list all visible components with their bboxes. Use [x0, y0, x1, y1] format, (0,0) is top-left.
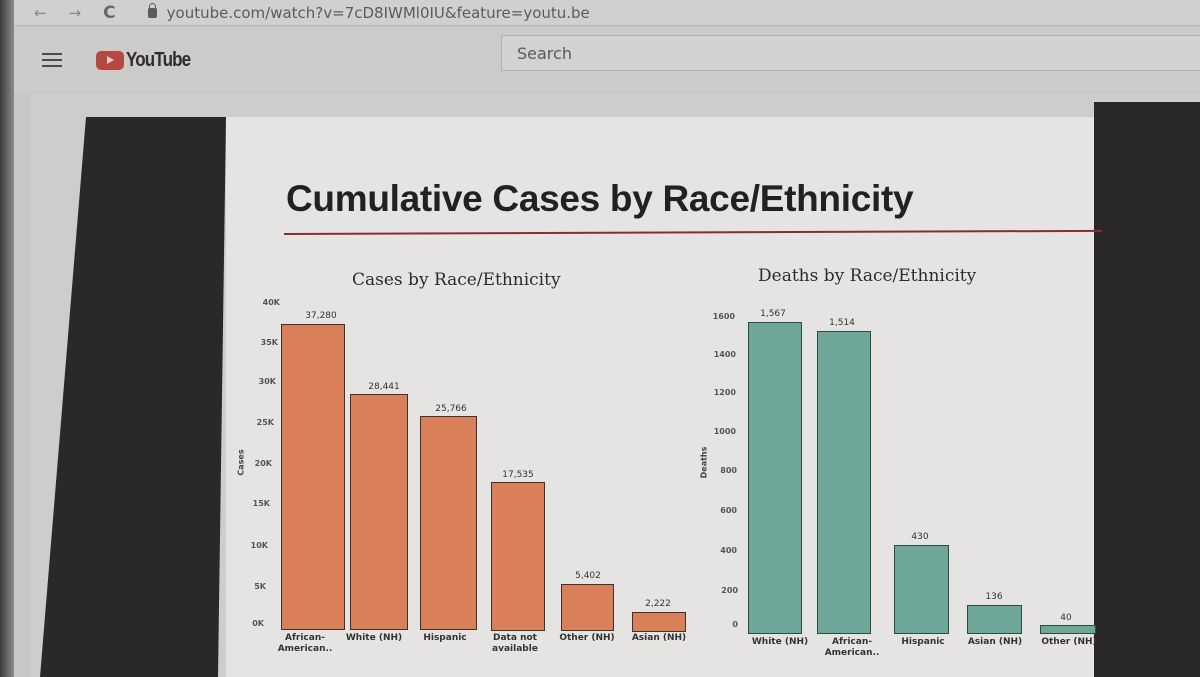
bar-other	[1040, 625, 1096, 634]
y-tick: 35K	[260, 338, 278, 347]
lock-icon	[147, 2, 157, 18]
category-label: African-American..	[824, 637, 880, 658]
bar-asian	[967, 605, 1022, 634]
y-tick: 5K	[254, 582, 266, 591]
back-button[interactable]: ←	[34, 3, 47, 22]
deaths-chart-title: Deaths by Race/Ethnicity	[758, 266, 977, 286]
cases-chart-title: Cases by Race/Ethnicity	[352, 270, 561, 290]
search-input[interactable]: Search	[501, 35, 1200, 71]
bar-other	[561, 584, 614, 631]
category-label: White (NH)	[345, 633, 403, 643]
bar-data-not-available	[491, 482, 545, 631]
search-placeholder: Search	[517, 43, 572, 63]
value-label: 1,567	[760, 309, 786, 319]
bar-african-american	[281, 324, 345, 630]
bar-white	[748, 322, 802, 634]
letterbox-right	[1094, 102, 1200, 677]
y-tick: 1600	[712, 312, 735, 321]
value-label: 136	[985, 592, 1003, 602]
category-label: African-American..	[277, 633, 333, 654]
category-label: Other (NH)	[559, 633, 615, 643]
y-tick: 40K	[262, 298, 280, 307]
y-tick: 600	[720, 506, 737, 515]
y-tick: 10K	[250, 541, 268, 550]
category-label: Hispanic	[901, 637, 945, 647]
y-tick: 1400	[713, 350, 736, 359]
category-label: White (NH)	[751, 637, 809, 647]
bar-white	[350, 394, 408, 630]
y-tick: 20K	[254, 459, 272, 468]
value-label: 17,535	[502, 470, 534, 480]
category-label: Other (NH)	[1041, 637, 1097, 647]
screen-bezel	[0, 0, 14, 677]
category-label: Data not available	[492, 633, 538, 654]
bar-asian	[632, 612, 686, 632]
value-label: 2,222	[645, 599, 671, 609]
y-tick: 15K	[252, 499, 270, 508]
youtube-header: YouTube Search	[14, 27, 1200, 93]
y-tick: 800	[720, 466, 737, 475]
youtube-wordmark: YouTube	[126, 48, 191, 71]
browser-toolbar: ← → C youtube.com/watch?v=7cD8IWMl0IU&fe…	[14, 0, 1200, 26]
slide-title: Cumulative Cases by Race/Ethnicity	[286, 178, 914, 219]
y-tick: 400	[720, 546, 737, 555]
bar-hispanic	[420, 416, 477, 630]
youtube-logo[interactable]: YouTube	[96, 49, 202, 72]
youtube-play-icon	[96, 50, 124, 70]
y-tick: 1000	[713, 427, 736, 436]
bar-african-american	[817, 331, 871, 634]
value-label: 1,514	[829, 318, 855, 328]
address-bar[interactable]: youtube.com/watch?v=7cD8IWMl0IU&feature=…	[147, 2, 590, 22]
value-label: 25,766	[435, 404, 467, 414]
value-label: 28,441	[368, 382, 400, 392]
value-label: 5,402	[575, 571, 601, 581]
category-label: Hispanic	[423, 633, 467, 643]
value-label: 40	[1060, 613, 1072, 623]
y-tick: 0K	[252, 619, 264, 628]
category-label: Asian (NH)	[967, 637, 1023, 647]
reload-button[interactable]: C	[103, 2, 116, 23]
forward-button[interactable]: →	[68, 3, 82, 22]
y-tick: 25K	[256, 418, 274, 427]
url-text: youtube.com/watch?v=7cD8IWMl0IU&feature=…	[166, 3, 590, 22]
value-label: 37,280	[305, 311, 337, 321]
y-tick: 0	[732, 620, 738, 629]
category-label: Asian (NH)	[631, 633, 687, 643]
y-tick: 30K	[258, 377, 276, 386]
y-tick: 1200	[713, 388, 736, 397]
y-tick: 200	[721, 586, 738, 595]
bar-hispanic	[894, 545, 949, 634]
menu-icon[interactable]	[42, 53, 62, 67]
value-label: 430	[911, 532, 929, 542]
